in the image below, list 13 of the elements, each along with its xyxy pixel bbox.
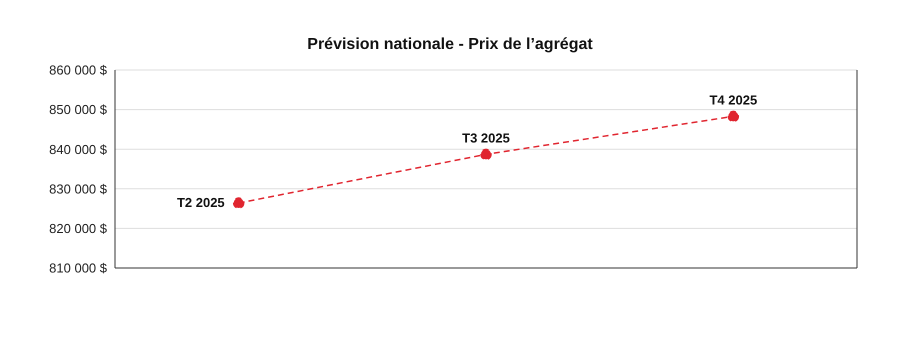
y-tick-label: 830 000 $ [49, 181, 108, 196]
y-tick-label: 840 000 $ [49, 142, 108, 157]
x-tick-label: T4 2025 [709, 92, 758, 108]
x-tick-label: T3 2025 [462, 130, 510, 146]
point [232, 197, 244, 209]
y-tick-label: 810 000 $ [49, 260, 108, 276]
x-tick-label: T2 2025 [176, 195, 225, 210]
point [728, 110, 740, 122]
point [480, 148, 492, 160]
y-tick-label: 820 000 $ [49, 221, 108, 236]
chart-title: Prévision nationale - Prix de l’agrégat [306, 36, 594, 54]
y-tick-label: 860 000 $ [49, 62, 108, 78]
y-tick-label: 850 000 $ [49, 102, 108, 118]
